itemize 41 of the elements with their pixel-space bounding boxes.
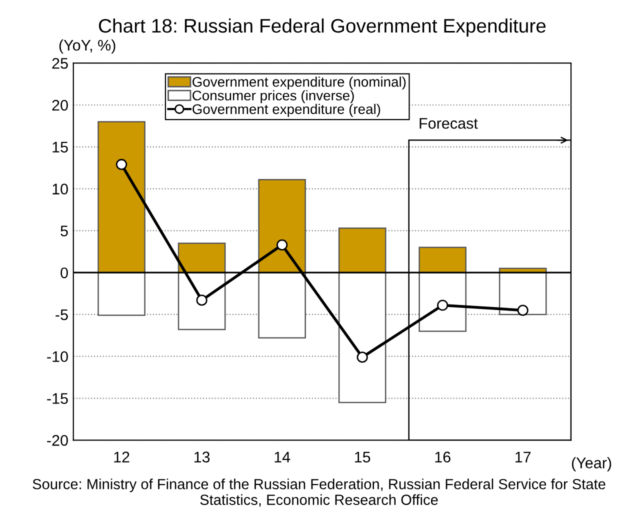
bar: [498, 272, 547, 316]
bar: [178, 272, 226, 330]
legend-label: Government expenditure (nominal): [192, 76, 406, 90]
x-tick-label: 13: [194, 452, 210, 462]
point: [356, 352, 368, 363]
x-tick-label: 14: [274, 452, 290, 462]
bar: [418, 272, 466, 332]
bar: [98, 272, 146, 316]
point: [116, 158, 128, 170]
chart-title: Chart 18: Russian Federal Government Expenditure: [98, 18, 546, 37]
y-axis-title: (YoY, %): [59, 39, 116, 54]
bar: [258, 272, 306, 339]
y-tick-label: -5: [56, 309, 68, 320]
point: [276, 239, 288, 250]
point: [517, 304, 528, 316]
y-tick-label: -10: [47, 351, 68, 362]
x-axis-title: (Year): [572, 457, 612, 472]
y-tick-label: 15: [52, 142, 68, 153]
point: [196, 294, 208, 306]
x-tick-label: 17: [516, 452, 531, 462]
legend-label: Consumer prices (inverse): [192, 90, 354, 104]
y-tick-label: 5: [60, 226, 68, 236]
y-tick-label: 10: [52, 184, 68, 194]
annotation: Forecast: [420, 118, 478, 129]
y-tick-label: -20: [47, 435, 68, 446]
y-tick-label: 25: [52, 58, 68, 69]
x-tick-label: 16: [435, 452, 450, 462]
bar: [418, 246, 466, 274]
y-tick-label: 20: [52, 100, 68, 111]
x-tick-label: 15: [354, 452, 370, 462]
bar: [98, 121, 146, 274]
point: [437, 300, 448, 311]
bar: [178, 242, 226, 274]
bar: [258, 178, 306, 274]
source-note: Source: Ministry of Finance of the Russian Federation, Russian Federal Service for State Statistics, Economic Research Office: [32, 478, 606, 507]
legend-label: Government expenditure (real): [192, 104, 380, 117]
bar: [338, 272, 386, 404]
x-tick-label: 12: [114, 452, 130, 462]
y-tick-label: -15: [47, 393, 68, 404]
y-tick-label: 0: [60, 267, 68, 278]
bar: [338, 228, 386, 274]
